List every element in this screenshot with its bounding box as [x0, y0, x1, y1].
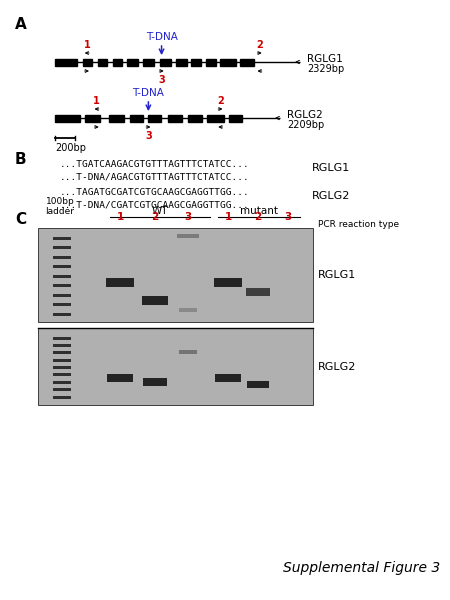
Bar: [53, 373, 71, 376]
Bar: [53, 313, 71, 316]
Text: Supplemental Figure 3: Supplemental Figure 3: [283, 561, 440, 575]
Bar: [142, 295, 168, 304]
Bar: [53, 275, 71, 277]
Bar: [176, 58, 187, 65]
Bar: [53, 381, 71, 384]
Text: 1: 1: [84, 40, 90, 50]
Text: 3: 3: [284, 212, 292, 222]
Text: RGLG2: RGLG2: [312, 191, 351, 201]
Bar: [107, 374, 133, 382]
Bar: [215, 374, 241, 382]
Bar: [53, 293, 71, 296]
Bar: [53, 256, 71, 259]
Text: RGLG1: RGLG1: [307, 54, 343, 64]
Text: 1: 1: [93, 96, 100, 106]
Bar: [98, 58, 107, 65]
Bar: [220, 58, 235, 65]
Text: ...T-DNA/CGATCGTGCAAGCGAGGTTGG...: ...T-DNA/CGATCGTGCAAGCGAGGTTGG...: [60, 200, 250, 209]
Text: 2209bp: 2209bp: [287, 120, 324, 130]
Bar: [188, 115, 203, 121]
Text: T-DNA: T-DNA: [132, 88, 164, 98]
Text: 1: 1: [225, 212, 232, 222]
Text: 2: 2: [217, 96, 224, 106]
Text: B: B: [15, 152, 27, 167]
Bar: [143, 378, 167, 386]
Text: 3: 3: [158, 75, 165, 85]
Text: RGLG2: RGLG2: [287, 110, 323, 120]
Bar: [246, 288, 270, 296]
Bar: [160, 58, 171, 65]
Text: A: A: [15, 17, 27, 32]
Bar: [55, 115, 80, 121]
Bar: [247, 380, 269, 388]
Bar: [206, 58, 216, 65]
Text: 1: 1: [117, 212, 124, 222]
Text: 3: 3: [184, 212, 192, 222]
Text: RGLG1: RGLG1: [312, 163, 350, 173]
Text: 100bp
ladder: 100bp ladder: [45, 197, 75, 216]
Bar: [53, 351, 71, 354]
Text: 2: 2: [254, 212, 261, 222]
Bar: [148, 115, 161, 121]
Text: RGLG2: RGLG2: [318, 361, 356, 371]
Bar: [167, 115, 182, 121]
Bar: [230, 115, 242, 121]
Bar: [53, 284, 71, 287]
Bar: [38, 328, 313, 405]
Text: PCR reaction type: PCR reaction type: [318, 220, 399, 229]
Bar: [53, 359, 71, 362]
Bar: [240, 58, 254, 65]
Bar: [179, 350, 197, 354]
Text: ...TGATCAAGACGTGTTTAGTTTCTATCC...: ...TGATCAAGACGTGTTTAGTTTCTATCC...: [60, 160, 250, 169]
Bar: [86, 115, 100, 121]
Bar: [53, 395, 71, 398]
Text: RGLG1: RGLG1: [318, 270, 356, 280]
Bar: [179, 308, 197, 312]
Bar: [53, 303, 71, 306]
Bar: [207, 115, 224, 121]
Bar: [83, 58, 93, 65]
Text: T-DNA: T-DNA: [146, 32, 177, 42]
Text: 2329bp: 2329bp: [307, 64, 344, 74]
Bar: [214, 277, 242, 286]
Bar: [55, 58, 77, 65]
Text: 2: 2: [256, 40, 263, 50]
Text: 200bp: 200bp: [55, 143, 86, 153]
Text: WT: WT: [152, 206, 168, 216]
Text: 2: 2: [151, 212, 158, 222]
Bar: [53, 388, 71, 391]
Text: mutant: mutant: [240, 206, 278, 216]
Bar: [38, 228, 313, 322]
Bar: [112, 58, 122, 65]
Bar: [130, 115, 143, 121]
Bar: [143, 58, 154, 65]
Bar: [53, 366, 71, 369]
Bar: [127, 58, 138, 65]
Text: C: C: [15, 212, 26, 227]
Text: 3: 3: [145, 131, 152, 141]
Bar: [106, 277, 134, 286]
Bar: [177, 234, 199, 238]
Bar: [53, 344, 71, 347]
Bar: [53, 337, 71, 340]
Text: ...T-DNA/AGACGTGTTTAGTTTCTATCC...: ...T-DNA/AGACGTGTTTAGTTTCTATCC...: [60, 172, 250, 181]
Bar: [53, 246, 71, 249]
Bar: [109, 115, 124, 121]
Text: ...TAGATGCGATCGTGCAAGCGAGGTTGG...: ...TAGATGCGATCGTGCAAGCGAGGTTGG...: [60, 188, 250, 197]
Bar: [53, 265, 71, 268]
Bar: [53, 236, 71, 239]
Bar: [191, 58, 201, 65]
